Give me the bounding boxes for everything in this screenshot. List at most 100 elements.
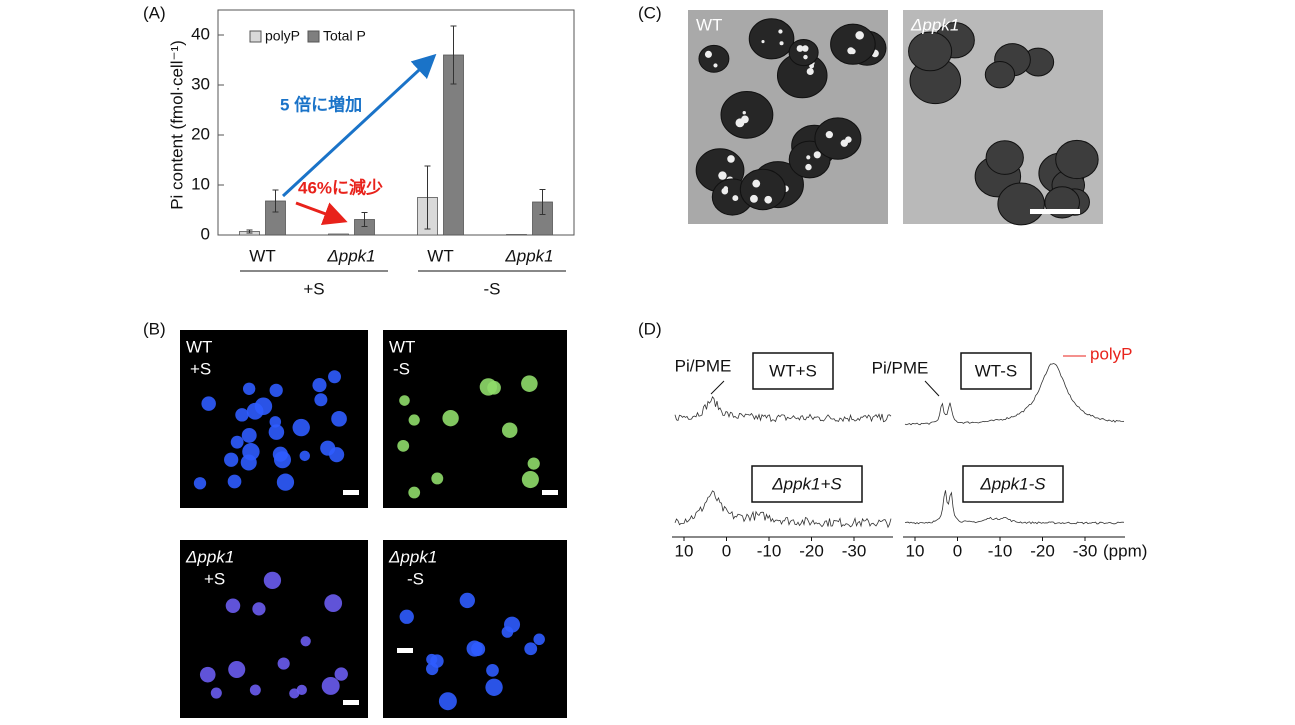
cell [296, 684, 307, 695]
nmr-spectrum [904, 363, 1125, 426]
group-label: +S [303, 279, 324, 298]
condition-label: -S [407, 569, 424, 588]
x-tick-label: -30 [1073, 541, 1098, 560]
nmr-spectrum [674, 490, 892, 529]
granule [723, 186, 729, 191]
cell [504, 616, 521, 633]
nmr-spectrum [904, 490, 1125, 525]
nmr-label: Pi/PME [872, 358, 929, 377]
y-tick-label: 0 [201, 224, 210, 243]
granule [704, 50, 712, 58]
y-tick-label: 40 [191, 24, 210, 43]
fluorescence-image [180, 540, 368, 718]
cell [431, 472, 444, 485]
scale-bar [343, 490, 359, 495]
strain-label: Δppk1 [185, 547, 234, 566]
granule [742, 111, 746, 115]
scale-bar [1030, 209, 1080, 214]
cell [1055, 139, 1099, 180]
cell [328, 370, 341, 384]
plot-frame [217, 9, 575, 236]
cell [210, 687, 222, 699]
cell [254, 397, 273, 416]
nmr-label: Pi/PME [675, 356, 732, 375]
annotation-arrow [281, 53, 437, 198]
cell [533, 633, 545, 646]
cell [408, 414, 420, 426]
legend-label: polyP [265, 28, 300, 44]
cell [524, 642, 538, 656]
cell [984, 60, 1016, 89]
x-tick-label: -30 [842, 541, 867, 560]
granule [850, 48, 856, 55]
cell [230, 435, 244, 449]
cell [739, 168, 786, 211]
x-tick-label: WT [249, 246, 275, 265]
granule [713, 63, 718, 68]
granule [806, 155, 811, 160]
cell [985, 140, 1024, 175]
x-tick-label: 10 [675, 541, 694, 560]
granule [802, 45, 809, 52]
cell [485, 678, 503, 696]
cell [224, 452, 239, 467]
cell [292, 418, 310, 437]
cell [521, 375, 538, 392]
x-tick-label: Δppk1 [504, 246, 553, 265]
cell [408, 486, 421, 499]
label-box [960, 352, 1032, 390]
cell [299, 450, 310, 462]
cell [324, 594, 343, 613]
x-tick-label: 0 [953, 541, 962, 560]
granule [778, 29, 783, 34]
cell [277, 657, 290, 670]
condition-label: +S [190, 359, 211, 378]
fluorescence-image [383, 540, 567, 718]
cell [501, 422, 518, 438]
cell [268, 424, 285, 440]
x-tick-label: 0 [722, 541, 731, 560]
cell [698, 44, 730, 73]
cell [997, 182, 1045, 226]
group-label: -S [484, 279, 501, 298]
granule [750, 194, 758, 203]
x-tick-label: WT [427, 246, 453, 265]
cell [788, 38, 819, 67]
granule [764, 195, 773, 204]
granule [779, 41, 784, 46]
cell [521, 470, 539, 489]
cell [314, 393, 328, 407]
label-box [752, 352, 834, 390]
nmr-label: WT-S [975, 361, 1018, 380]
cell [273, 451, 292, 469]
x-tick-label: -20 [1030, 541, 1055, 560]
label-box [962, 465, 1064, 503]
granule [840, 139, 848, 147]
cell [748, 18, 795, 60]
strain-label: WT [389, 337, 415, 356]
cell [399, 609, 414, 624]
scale-bar [542, 490, 558, 495]
cell [228, 660, 246, 679]
cell [249, 684, 261, 696]
cell [312, 378, 327, 393]
x-tick-label: Δppk1 [326, 246, 375, 265]
cell [908, 31, 953, 72]
nmr-spectrum [674, 395, 892, 423]
cell [241, 427, 257, 443]
scale-bar [397, 648, 413, 653]
annotation-arrow [295, 201, 348, 226]
cell [397, 439, 410, 452]
cell [471, 642, 486, 657]
x-tick-label: -10 [757, 541, 782, 560]
granule [727, 155, 735, 163]
legend-label: Total P [323, 28, 366, 44]
nmr-label: Δppk1+S [771, 474, 842, 493]
scale-bar [343, 700, 359, 705]
granule [796, 45, 804, 52]
granule [735, 118, 745, 128]
tem-label: Δppk1 [910, 15, 959, 34]
nmr-label: WT+S [769, 361, 817, 380]
granule [732, 195, 739, 202]
